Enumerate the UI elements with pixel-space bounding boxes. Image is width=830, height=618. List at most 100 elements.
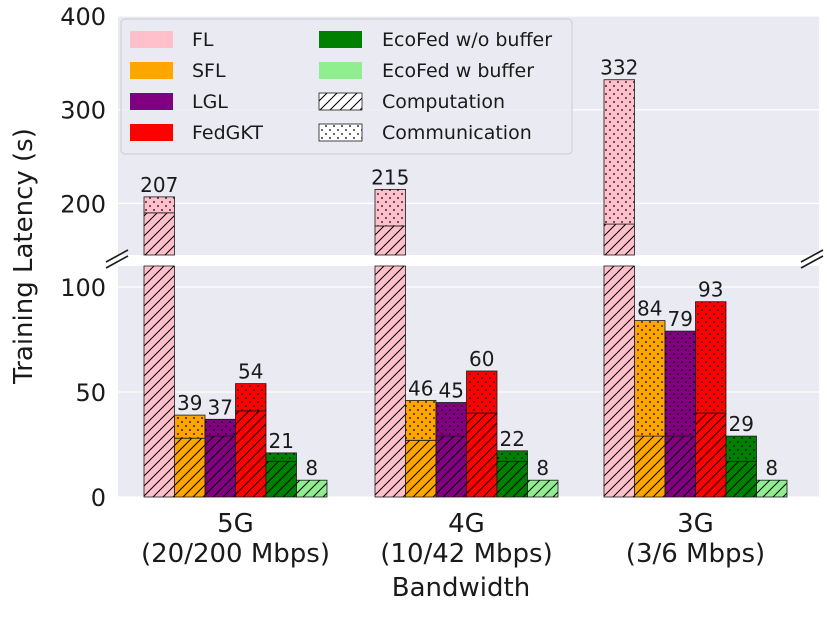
- bar-lgl: [435, 402, 467, 498]
- computation-segment-pattern: [435, 435, 467, 498]
- legend-label: FedGKT: [192, 122, 263, 144]
- computation-segment-pattern: [466, 412, 498, 498]
- legend-swatch: [130, 62, 173, 79]
- communication-segment-pattern: [143, 196, 175, 214]
- communication-segment-pattern: [235, 383, 267, 412]
- computation-segment-pattern: [496, 460, 528, 498]
- communication-segment-pattern: [664, 330, 696, 437]
- y-tick-label: 50: [75, 379, 106, 407]
- legend-entry: LGL: [130, 91, 228, 113]
- legend-entry: EcoFed w buffer: [319, 60, 534, 82]
- computation-segment-pattern: [235, 410, 267, 498]
- y-tick-label: 200: [60, 190, 106, 218]
- computation-segment-pattern: [204, 435, 236, 498]
- data-label: 8: [305, 456, 318, 480]
- bar-sfl: [405, 399, 437, 498]
- legend-swatch-pattern: [318, 123, 363, 142]
- legend-entry: FedGKT: [130, 122, 263, 144]
- x-tick-label: 5G: [217, 509, 254, 539]
- data-label: 39: [177, 391, 202, 415]
- legend-entry: Communication: [318, 122, 532, 144]
- computation-segment-pattern: [143, 212, 175, 256]
- bar-fedgkt: [466, 370, 498, 498]
- computation-segment-pattern: [695, 412, 727, 498]
- legend-entry: EcoFed w/o buffer: [319, 29, 552, 51]
- computation-segment-pattern: [143, 265, 175, 498]
- legend-swatch: [130, 124, 173, 141]
- axis-break-marks: [105, 249, 824, 269]
- legend-box: [120, 18, 573, 155]
- legend-entry: SFL: [130, 60, 226, 82]
- bar-ecofed-w-o-buffer: [496, 450, 528, 498]
- computation-segment-pattern: [374, 265, 406, 498]
- data-label: 54: [238, 360, 263, 384]
- communication-segment-pattern: [466, 370, 498, 414]
- legend-entry: FL: [130, 29, 214, 51]
- computation-segment-pattern: [603, 223, 635, 256]
- data-label: 8: [536, 456, 549, 480]
- communication-segment-pattern: [695, 301, 727, 414]
- communication-segment-pattern: [496, 450, 528, 462]
- x-axis-label: Bandwidth: [392, 573, 530, 603]
- bar-ecofed-w-buffer: [527, 479, 559, 498]
- bar-ecofed-w-buffer: [296, 479, 328, 498]
- legend-label: LGL: [192, 91, 228, 113]
- legend: FL SFL LGL FedGKT EcoFed w/o buffer EcoFed w …: [120, 18, 573, 155]
- data-label: 207: [140, 173, 178, 197]
- bar-ecofed-w-o-buffer: [265, 452, 297, 498]
- y-tick-label: 400: [60, 3, 106, 31]
- communication-segment-pattern: [405, 399, 437, 441]
- computation-segment-pattern: [374, 225, 406, 256]
- x-tick-sublabel: (3/6 Mbps): [626, 539, 765, 569]
- computation-segment-pattern: [174, 437, 206, 498]
- bar-ecofed-w-buffer: [756, 479, 788, 498]
- legend-swatch: [319, 62, 362, 79]
- y-tick-label: 300: [60, 97, 106, 125]
- data-label: 79: [668, 307, 693, 331]
- data-label: 93: [698, 278, 723, 302]
- communication-segment-pattern: [265, 452, 297, 462]
- bar-sfl: [174, 414, 206, 498]
- computation-segment-pattern: [725, 460, 757, 498]
- legend-label: Computation: [382, 91, 505, 113]
- data-label: 45: [439, 379, 464, 403]
- bar-sfl: [634, 320, 666, 498]
- computation-segment-pattern: [664, 435, 696, 498]
- x-tick-label: 3G: [677, 509, 714, 539]
- computation-segment-pattern: [265, 460, 297, 498]
- data-label: 60: [469, 347, 494, 371]
- legend-label: FL: [192, 29, 214, 51]
- computation-segment-pattern: [527, 479, 559, 498]
- data-label: 29: [729, 412, 754, 436]
- legend-label: SFL: [192, 60, 226, 82]
- computation-segment-pattern: [603, 265, 635, 498]
- legend-swatch-pattern: [318, 92, 363, 111]
- data-label: 8: [765, 456, 778, 480]
- y-axis-label: Training Latency (s): [9, 128, 39, 385]
- x-tick-label: 4G: [448, 509, 485, 539]
- data-label: 332: [600, 56, 638, 80]
- communication-segment-pattern: [374, 188, 406, 227]
- data-label: 37: [208, 395, 233, 419]
- communication-segment-pattern: [435, 402, 467, 437]
- communication-segment-pattern: [725, 435, 757, 462]
- data-label: 22: [500, 427, 525, 451]
- bar-fl: [603, 79, 635, 498]
- legend-label: Communication: [382, 122, 532, 144]
- y-tick-label: 100: [60, 274, 106, 302]
- data-label: 84: [637, 297, 662, 321]
- bar-lgl: [664, 330, 696, 498]
- y-tick-label: 0: [91, 484, 106, 512]
- legend-label: EcoFed w/o buffer: [382, 29, 552, 51]
- bar-fedgkt: [235, 383, 267, 498]
- bar-lgl: [204, 418, 236, 498]
- bar-fedgkt: [695, 301, 727, 498]
- communication-segment-pattern: [204, 418, 236, 437]
- communication-segment-pattern: [634, 320, 666, 437]
- bar-ecofed-w-o-buffer: [725, 435, 757, 498]
- bar-fl: [143, 196, 175, 498]
- x-tick-sublabel: (20/200 Mbps): [141, 539, 330, 569]
- computation-segment-pattern: [405, 439, 437, 498]
